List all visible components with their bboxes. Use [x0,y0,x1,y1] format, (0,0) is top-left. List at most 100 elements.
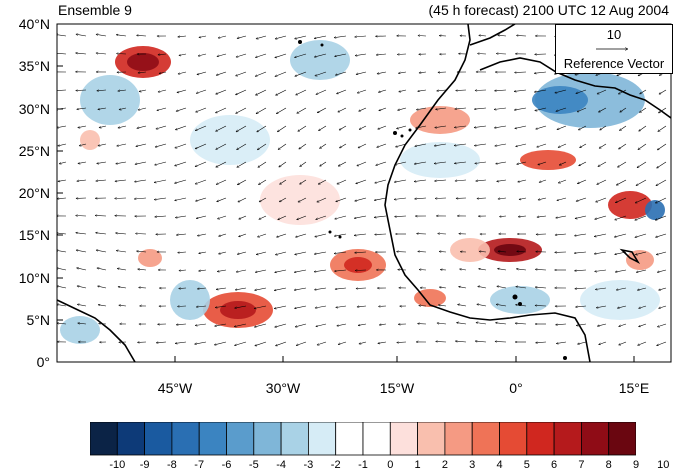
wind-vector [555,324,567,325]
wind-vector [535,287,547,288]
wind-vector [394,179,407,182]
wind-vector [76,250,87,253]
wind-vector [76,90,87,91]
lon-label-15e: 15°E [618,380,650,396]
wind-vector [297,107,307,114]
wind-vector [294,269,307,272]
wind-vector [395,143,407,147]
wind-vector [439,251,447,252]
wind-vector [57,250,67,253]
wind-vector [435,107,447,109]
wind-vector [579,161,587,167]
wind-vector [658,305,667,308]
anomaly-contour [520,150,576,170]
colorbar-swatch [608,422,636,456]
wind-vector [196,89,207,93]
wind-vector [175,143,187,148]
wind-vector [414,179,427,182]
wind-vector [118,90,127,91]
wind-vector [619,341,627,345]
wind-vector [317,107,327,114]
wind-vector [496,161,507,164]
wind-vector [438,305,447,306]
wind-vector [314,53,327,57]
wind-vector [274,287,287,290]
wind-vector [379,324,387,325]
wind-vector [298,197,307,203]
wind-vector [177,306,187,307]
wind-vector [255,269,267,272]
wind-vector [615,215,627,220]
wind-vector [179,53,187,56]
colorbar-swatch [444,422,473,456]
wind-vector [636,269,647,272]
anomaly-contour [626,250,654,270]
wind-vector [558,179,567,183]
wind-vector [134,198,147,199]
wind-vector [497,179,507,181]
wind-vector [359,125,367,130]
wind-vector [236,269,247,272]
wind-vector [640,89,647,95]
wind-vector [199,251,207,253]
anomaly-contour [400,142,480,178]
wind-vector [637,341,647,345]
wind-vector [577,179,587,184]
wind-vector [256,35,267,39]
wind-vector [535,269,547,270]
wind-vector [357,306,367,307]
wind-vector [175,197,187,201]
wind-vector [398,71,407,73]
wind-vector [315,233,327,237]
wind-vector [58,143,67,146]
wind-vector [596,305,607,308]
colorbar-tick-label: -10 [109,459,126,471]
colorbar-tick-label: 2 [441,459,448,471]
wind-vector [476,180,487,181]
wind-vector [275,269,287,272]
wind-vector [314,287,327,290]
wind-vector [375,234,387,235]
wind-vector [176,234,187,235]
wind-vector [138,72,147,73]
colorbar-tick-label: 3 [469,459,476,471]
wind-vector [117,143,127,146]
wind-vector [454,161,467,163]
colorbar-tick-label: -1 [358,459,368,471]
wind-vector [116,54,127,55]
wind-vector [315,305,327,308]
wind-vector [474,125,487,128]
wind-vector [178,71,187,74]
wind-vector [154,179,167,183]
wind-vector [96,250,107,253]
anomaly-contour [290,40,350,80]
wind-vector [98,305,107,307]
wind-vector [116,35,127,37]
wind-vector [198,53,207,56]
wind-vector [557,125,567,130]
wind-vector [574,233,587,236]
wind-vector [77,286,87,289]
wind-vector [216,143,227,150]
wind-vector [316,215,327,220]
wind-vectors [57,34,667,346]
wind-vector [355,53,367,56]
wind-vector [296,341,307,346]
wind-vector [57,286,67,289]
wind-vector [155,216,167,217]
wind-vector [518,216,527,217]
wind-vector [257,143,267,151]
wind-vector [338,107,347,113]
wind-vector [615,269,627,272]
lon-label-30w: 30°W [265,380,301,396]
wind-vector [594,233,607,237]
wind-vector [238,197,247,203]
wind-vector [175,341,187,343]
wind-vector [479,251,487,252]
wind-vector [215,305,227,308]
wind-vector [494,90,507,91]
wind-vector [639,125,647,131]
wind-vector [434,161,447,164]
wind-vector [275,35,287,39]
wind-vector [255,53,267,58]
